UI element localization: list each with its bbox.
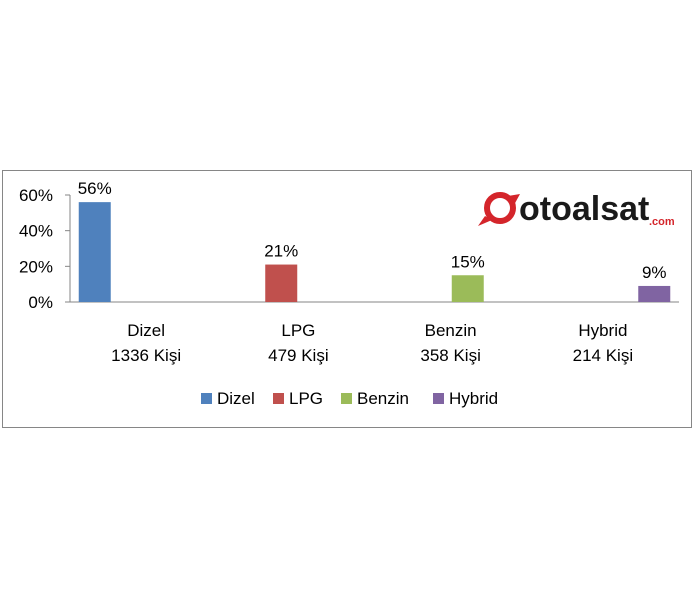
legend-swatch-lpg	[273, 393, 284, 404]
category-sublabel: 1336 Kişi	[111, 346, 181, 365]
bar-benzin	[451, 275, 484, 302]
data-label-hybrid: 9%	[642, 263, 667, 282]
chart-svg: 0% 20% 40% 60% 56% 21% 15% 9% Dizel 1336 Kişi LP…	[19, 179, 679, 408]
y-tick-label: 60%	[19, 186, 53, 205]
bar-hybrid	[638, 285, 671, 302]
category-sublabel: 479 Kişi	[268, 346, 328, 365]
data-label-dizel: 56%	[78, 179, 112, 198]
legend-label-lpg: LPG	[289, 389, 323, 408]
y-tick-label: 40%	[19, 222, 53, 241]
chart-frame: 0% 20% 40% 60% 56% 21% 15% 9% Dizel 1336 Kişi LP…	[2, 170, 692, 428]
legend-swatch-dizel	[201, 393, 212, 404]
chart-bars	[78, 202, 671, 302]
legend-label-dizel: Dizel	[217, 389, 255, 408]
chart-legend: Dizel LPG Benzin Hybrid	[201, 389, 498, 408]
logo-suffix: .com	[649, 216, 675, 228]
data-labels: 56% 21% 15% 9%	[78, 179, 667, 282]
y-tick-label: 0%	[28, 293, 53, 312]
logo-mark-icon	[478, 192, 520, 226]
legend-label-benzin: Benzin	[357, 389, 409, 408]
category-labels: Dizel 1336 Kişi LPG 479 Kişi Benzin 358 Kişi H…	[111, 321, 633, 365]
category-sublabel: 214 Kişi	[573, 346, 633, 365]
otoalsat-logo: otoalsat .com	[478, 190, 675, 228]
y-tick-label: 20%	[19, 257, 53, 276]
legend-label-hybrid: Hybrid	[449, 389, 498, 408]
logo-text: otoalsat	[519, 190, 649, 228]
legend-swatch-benzin	[341, 393, 352, 404]
data-label-benzin: 15%	[451, 252, 485, 271]
category-label: Benzin	[425, 321, 477, 340]
y-tick-labels: 0% 20% 40% 60%	[19, 186, 53, 312]
bar-dizel	[78, 202, 111, 302]
category-label: LPG	[281, 321, 315, 340]
data-label-lpg: 21%	[264, 242, 298, 261]
chart-axes	[65, 194, 679, 303]
category-label: Hybrid	[578, 321, 627, 340]
bar-lpg	[265, 264, 298, 302]
category-sublabel: 358 Kişi	[420, 346, 480, 365]
legend-swatch-hybrid	[433, 393, 444, 404]
category-label: Dizel	[127, 321, 165, 340]
